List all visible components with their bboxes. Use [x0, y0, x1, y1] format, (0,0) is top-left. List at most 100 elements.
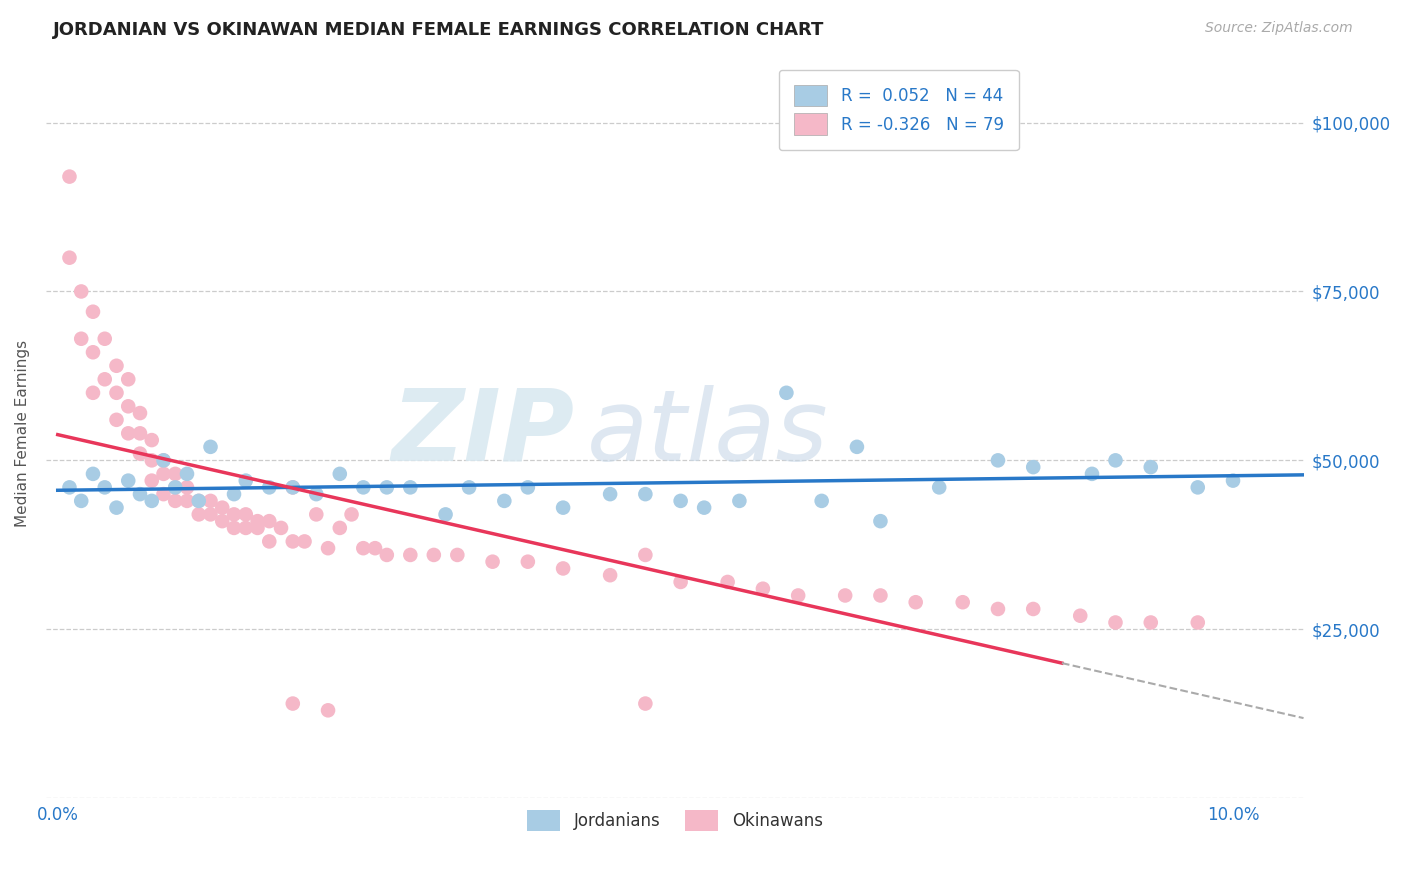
- Point: [1187, 615, 1209, 630]
- Point: [165, 467, 187, 481]
- Point: [458, 480, 481, 494]
- Point: [117, 474, 139, 488]
- Point: [787, 589, 810, 603]
- Text: ZIP: ZIP: [391, 384, 574, 482]
- Point: [235, 508, 257, 522]
- Point: [494, 494, 516, 508]
- Text: Source: ZipAtlas.com: Source: ZipAtlas.com: [1205, 21, 1353, 36]
- Point: [516, 555, 538, 569]
- Point: [599, 487, 621, 501]
- Point: [294, 534, 316, 549]
- Point: [200, 508, 222, 522]
- Point: [70, 332, 93, 346]
- Point: [70, 494, 93, 508]
- Point: [259, 514, 281, 528]
- Point: [152, 467, 174, 481]
- Point: [352, 541, 374, 556]
- Point: [222, 521, 245, 535]
- Point: [553, 500, 575, 515]
- Point: [834, 589, 856, 603]
- Point: [211, 500, 233, 515]
- Point: [105, 413, 128, 427]
- Point: [869, 589, 891, 603]
- Point: [329, 467, 352, 481]
- Point: [352, 480, 374, 494]
- Point: [845, 440, 868, 454]
- Point: [187, 494, 209, 508]
- Point: [176, 467, 198, 481]
- Point: [200, 440, 222, 454]
- Point: [752, 582, 775, 596]
- Point: [270, 521, 292, 535]
- Point: [904, 595, 927, 609]
- Point: [246, 521, 269, 535]
- Point: [364, 541, 387, 556]
- Point: [105, 359, 128, 373]
- Legend: Jordanians, Okinawans: Jordanians, Okinawans: [513, 797, 837, 845]
- Point: [58, 251, 80, 265]
- Point: [329, 521, 352, 535]
- Point: [211, 514, 233, 528]
- Point: [165, 480, 187, 494]
- Point: [434, 508, 457, 522]
- Point: [117, 372, 139, 386]
- Point: [152, 453, 174, 467]
- Point: [928, 480, 950, 494]
- Point: [1081, 467, 1104, 481]
- Point: [58, 480, 80, 494]
- Point: [634, 548, 657, 562]
- Point: [82, 385, 104, 400]
- Point: [952, 595, 974, 609]
- Point: [717, 574, 740, 589]
- Y-axis label: Median Female Earnings: Median Female Earnings: [15, 340, 30, 527]
- Point: [423, 548, 446, 562]
- Point: [141, 494, 163, 508]
- Point: [117, 400, 139, 414]
- Point: [176, 494, 198, 508]
- Point: [152, 453, 174, 467]
- Point: [82, 345, 104, 359]
- Point: [93, 372, 115, 386]
- Point: [775, 385, 797, 400]
- Point: [1139, 460, 1161, 475]
- Point: [141, 453, 163, 467]
- Point: [222, 508, 245, 522]
- Point: [165, 480, 187, 494]
- Point: [165, 494, 187, 508]
- Point: [516, 480, 538, 494]
- Text: JORDANIAN VS OKINAWAN MEDIAN FEMALE EARNINGS CORRELATION CHART: JORDANIAN VS OKINAWAN MEDIAN FEMALE EARN…: [53, 21, 825, 39]
- Point: [235, 474, 257, 488]
- Point: [375, 480, 398, 494]
- Point: [869, 514, 891, 528]
- Point: [82, 304, 104, 318]
- Point: [987, 602, 1010, 616]
- Point: [70, 285, 93, 299]
- Point: [176, 480, 198, 494]
- Point: [1222, 474, 1244, 488]
- Text: atlas: atlas: [586, 384, 828, 482]
- Point: [375, 548, 398, 562]
- Point: [105, 500, 128, 515]
- Point: [141, 474, 163, 488]
- Point: [1022, 460, 1045, 475]
- Point: [58, 169, 80, 184]
- Point: [1139, 615, 1161, 630]
- Point: [281, 480, 304, 494]
- Point: [305, 508, 328, 522]
- Point: [259, 534, 281, 549]
- Point: [281, 534, 304, 549]
- Point: [553, 561, 575, 575]
- Point: [246, 514, 269, 528]
- Point: [1104, 453, 1126, 467]
- Point: [187, 494, 209, 508]
- Point: [634, 697, 657, 711]
- Point: [82, 467, 104, 481]
- Point: [93, 480, 115, 494]
- Point: [129, 447, 152, 461]
- Point: [200, 494, 222, 508]
- Point: [316, 541, 339, 556]
- Point: [399, 548, 422, 562]
- Point: [340, 508, 363, 522]
- Point: [1022, 602, 1045, 616]
- Point: [316, 703, 339, 717]
